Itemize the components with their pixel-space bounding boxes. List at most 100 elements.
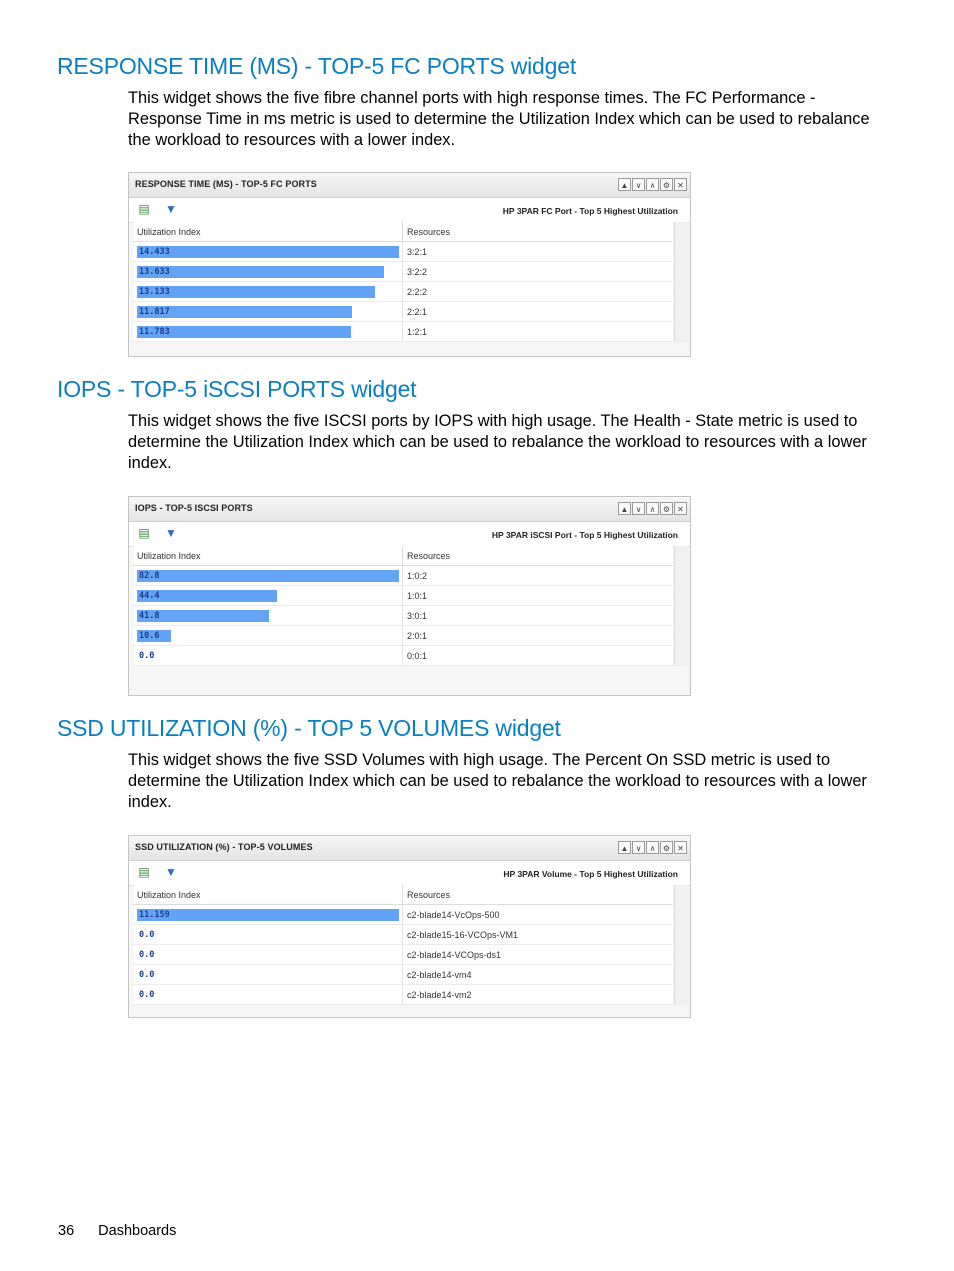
column-header-resources[interactable]: Resources bbox=[407, 227, 451, 237]
chevron-down-icon[interactable]: ∨ bbox=[632, 841, 645, 854]
widget-title: SSD UTILIZATION (%) - TOP-5 VOLUMES bbox=[135, 842, 313, 852]
chapter-name: Dashboards bbox=[98, 1223, 177, 1239]
table-row[interactable]: 0.0 0:0:1 bbox=[133, 646, 673, 666]
table-row[interactable]: 11.159 c2-blade14-VcOps-500 bbox=[133, 905, 673, 925]
utilization-bar bbox=[137, 286, 375, 298]
utilization-bar bbox=[137, 909, 399, 921]
page-footer: 36 Dashboards bbox=[58, 1223, 176, 1239]
widget-controls: ▲ ∨ ∧ ⚙ ✕ bbox=[618, 502, 687, 515]
utilization-value: 0.0 bbox=[139, 930, 155, 940]
table-row[interactable]: 10.6 2:0:1 bbox=[133, 626, 673, 646]
section-heading-ssd-utilization: SSD UTILIZATION (%) - TOP 5 VOLUMES widg… bbox=[57, 715, 561, 741]
resource-name: 2:0:1 bbox=[407, 631, 428, 641]
utilization-value: 44.4 bbox=[139, 591, 160, 601]
settings-icon[interactable]: ⚙ bbox=[660, 841, 673, 854]
utilization-value: 0.0 bbox=[139, 970, 155, 980]
filter-icon[interactable]: ▼ bbox=[165, 202, 177, 216]
chart-icon[interactable]: ▤ bbox=[138, 526, 150, 540]
utilization-value: 82.8 bbox=[139, 571, 160, 581]
widget-controls: ▲ ∨ ∧ ⚙ ✕ bbox=[618, 841, 687, 854]
utilization-bar bbox=[137, 246, 399, 258]
scrollbar[interactable] bbox=[674, 885, 688, 1005]
resource-name: 3:2:2 bbox=[407, 267, 428, 277]
utilization-value: 11.817 bbox=[139, 307, 170, 317]
utilization-value: 41.8 bbox=[139, 611, 160, 621]
utilization-bar bbox=[137, 326, 351, 338]
widget-subtitle: HP 3PAR Volume - Top 5 Highest Utilizati… bbox=[503, 869, 678, 879]
table-header: Utilization Index Resources bbox=[133, 546, 673, 566]
response-time-widget: RESPONSE TIME (MS) - TOP-5 FC PORTS ▲ ∨ ∧ ⚙ ✕… bbox=[128, 172, 691, 357]
filter-icon[interactable]: ▼ bbox=[165, 526, 177, 540]
resource-name: 3:0:1 bbox=[407, 611, 428, 621]
table-row[interactable]: 44.4 1:0:1 bbox=[133, 586, 673, 606]
resource-name: 3:2:1 bbox=[407, 247, 428, 257]
utilization-value: 11.783 bbox=[139, 327, 170, 337]
close-icon[interactable]: ✕ bbox=[674, 178, 687, 191]
utilization-bar bbox=[137, 630, 171, 642]
section-heading-iops: IOPS - TOP-5 iSCSI PORTS widget bbox=[57, 376, 417, 402]
utilization-bar bbox=[137, 610, 269, 622]
chevron-up-icon[interactable]: ∧ bbox=[646, 178, 659, 191]
utilization-value: 0.0 bbox=[139, 950, 155, 960]
utilization-value: 0.0 bbox=[139, 990, 155, 1000]
table-row[interactable]: 0.0 c2-blade14-VCOps-ds1 bbox=[133, 945, 673, 965]
settings-icon[interactable]: ⚙ bbox=[660, 178, 673, 191]
widget-titlebar: IOPS - TOP-5 ISCSI PORTS ▲ ∨ ∧ ⚙ ✕ bbox=[129, 497, 690, 522]
table-row[interactable]: 11.783 1:2:1 bbox=[133, 322, 673, 342]
utilization-value: 10.6 bbox=[139, 631, 160, 641]
column-header-utilization-index[interactable]: Utilization Index bbox=[137, 551, 201, 561]
scrollbar[interactable] bbox=[674, 222, 688, 342]
section-heading-response-time: RESPONSE TIME (MS) - TOP-5 FC PORTS widg… bbox=[57, 53, 577, 79]
widget-title: RESPONSE TIME (MS) - TOP-5 FC PORTS bbox=[135, 179, 317, 189]
column-header-resources[interactable]: Resources bbox=[407, 551, 451, 561]
utilization-value: 11.159 bbox=[139, 910, 170, 920]
utilization-table: Utilization Index Resources 14.433 3:2:1 13.… bbox=[133, 222, 673, 342]
table-row[interactable]: 13.133 2:2:2 bbox=[133, 282, 673, 302]
table-row[interactable]: 14.433 3:2:1 bbox=[133, 242, 673, 262]
chevron-down-icon[interactable]: ∨ bbox=[632, 502, 645, 515]
resource-name: 2:2:2 bbox=[407, 287, 428, 297]
table-row[interactable]: 11.817 2:2:1 bbox=[133, 302, 673, 322]
section-description-response-time: This widget shows the five fibre channel… bbox=[128, 89, 870, 149]
close-icon[interactable]: ✕ bbox=[674, 502, 687, 515]
collapse-up-icon[interactable]: ▲ bbox=[618, 502, 631, 515]
scrollbar[interactable] bbox=[674, 546, 688, 666]
utilization-value: 14.433 bbox=[139, 247, 170, 257]
widget-subtitle: HP 3PAR iSCSI Port - Top 5 Highest Utili… bbox=[491, 530, 678, 540]
resource-name: c2-blade14-vm2 bbox=[407, 990, 472, 1000]
column-header-resources[interactable]: Resources bbox=[407, 890, 451, 900]
utilization-table: Utilization Index Resources 11.159 c2-blade… bbox=[133, 885, 673, 1005]
widget-controls: ▲ ∨ ∧ ⚙ ✕ bbox=[618, 178, 687, 191]
filter-icon[interactable]: ▼ bbox=[165, 865, 177, 879]
chevron-down-icon[interactable]: ∨ bbox=[632, 178, 645, 191]
utilization-bar bbox=[137, 306, 352, 318]
table-header: Utilization Index Resources bbox=[133, 885, 673, 905]
chart-icon[interactable]: ▤ bbox=[138, 202, 150, 216]
page-number: 36 bbox=[58, 1223, 75, 1239]
chevron-up-icon[interactable]: ∧ bbox=[646, 502, 659, 515]
column-header-utilization-index[interactable]: Utilization Index bbox=[137, 890, 201, 900]
chart-icon[interactable]: ▤ bbox=[138, 865, 150, 879]
table-row[interactable]: 0.0 c2-blade14-vm4 bbox=[133, 965, 673, 985]
close-icon[interactable]: ✕ bbox=[674, 841, 687, 854]
resource-name: c2-blade15-16-VCOps-VM1 bbox=[407, 930, 519, 940]
resource-name: c2-blade14-VcOps-500 bbox=[407, 910, 500, 920]
widget-toolbar: ▤ ▼ HP 3PAR FC Port - Top 5 Highest Utiliz… bbox=[129, 198, 690, 223]
chevron-up-icon[interactable]: ∧ bbox=[646, 841, 659, 854]
collapse-up-icon[interactable]: ▲ bbox=[618, 178, 631, 191]
utilization-table: Utilization Index Resources 82.8 1:0:2 44.4 1… bbox=[133, 546, 673, 666]
column-header-utilization-index[interactable]: Utilization Index bbox=[137, 227, 201, 237]
utilization-bar bbox=[137, 266, 384, 278]
table-row[interactable]: 41.8 3:0:1 bbox=[133, 606, 673, 626]
settings-icon[interactable]: ⚙ bbox=[660, 502, 673, 515]
iops-widget: IOPS - TOP-5 ISCSI PORTS ▲ ∨ ∧ ⚙ ✕ ▤ ▼ HP 3PAR i… bbox=[128, 496, 691, 696]
table-header: Utilization Index Resources bbox=[133, 222, 673, 242]
table-row[interactable]: 82.8 1:0:2 bbox=[133, 566, 673, 586]
table-row[interactable]: 0.0 c2-blade15-16-VCOps-VM1 bbox=[133, 925, 673, 945]
table-row[interactable]: 13.633 3:2:2 bbox=[133, 262, 673, 282]
section-description-ssd-utilization: This widget shows the five SSD Volumes w… bbox=[128, 751, 867, 811]
widget-toolbar: ▤ ▼ HP 3PAR Volume - Top 5 Highest Utiliza… bbox=[129, 861, 690, 886]
table-row[interactable]: 0.0 c2-blade14-vm2 bbox=[133, 985, 673, 1005]
collapse-up-icon[interactable]: ▲ bbox=[618, 841, 631, 854]
utilization-value: 13.633 bbox=[139, 267, 170, 277]
